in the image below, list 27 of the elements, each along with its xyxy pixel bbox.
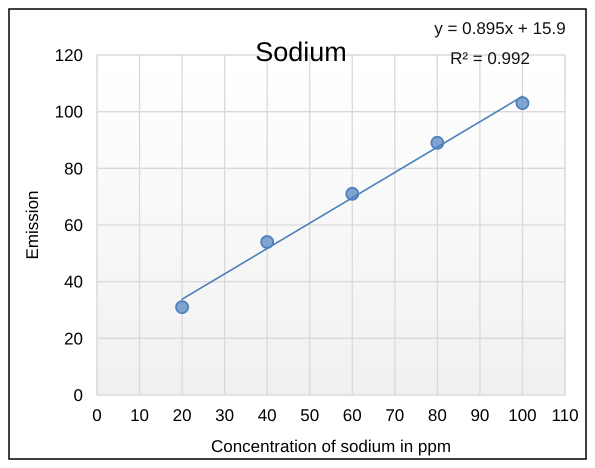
y-tick-label: 100 bbox=[54, 102, 83, 122]
x-tick-label: 50 bbox=[300, 406, 320, 425]
y-tick-label: 60 bbox=[64, 216, 83, 235]
x-tick-label: 90 bbox=[470, 406, 490, 425]
point bbox=[260, 235, 274, 249]
x-tick-label: 110 bbox=[551, 406, 579, 425]
x-tick-label: 10 bbox=[130, 406, 150, 425]
x-axis-title: Concentration of sodium in ppm bbox=[210, 437, 452, 456]
text: y = 0.895x + 15.9 bbox=[434, 19, 566, 38]
x-tick-label: 70 bbox=[385, 406, 404, 425]
y-tick-label: 120 bbox=[54, 46, 83, 65]
point bbox=[516, 96, 530, 110]
x-tick-label: 0 bbox=[92, 406, 102, 425]
y-tick-label: 40 bbox=[64, 272, 83, 292]
annotation: R² = 0.992 bbox=[450, 49, 530, 68]
y-tick-label: 0 bbox=[74, 386, 83, 405]
y-tick-label: 80 bbox=[64, 159, 83, 178]
x-tick-label: 40 bbox=[258, 406, 277, 425]
x-tick-label: 30 bbox=[215, 406, 234, 425]
y-tick-label: 20 bbox=[64, 329, 83, 348]
chart-title: Sodium bbox=[255, 37, 347, 67]
point bbox=[175, 300, 189, 314]
x-tick-label: 80 bbox=[428, 406, 447, 425]
x-tick-label: 20 bbox=[172, 406, 192, 425]
x-tick-label: 100 bbox=[508, 406, 537, 425]
x-tick-label: 60 bbox=[342, 406, 362, 425]
y-axis-title: Emission bbox=[23, 190, 42, 260]
